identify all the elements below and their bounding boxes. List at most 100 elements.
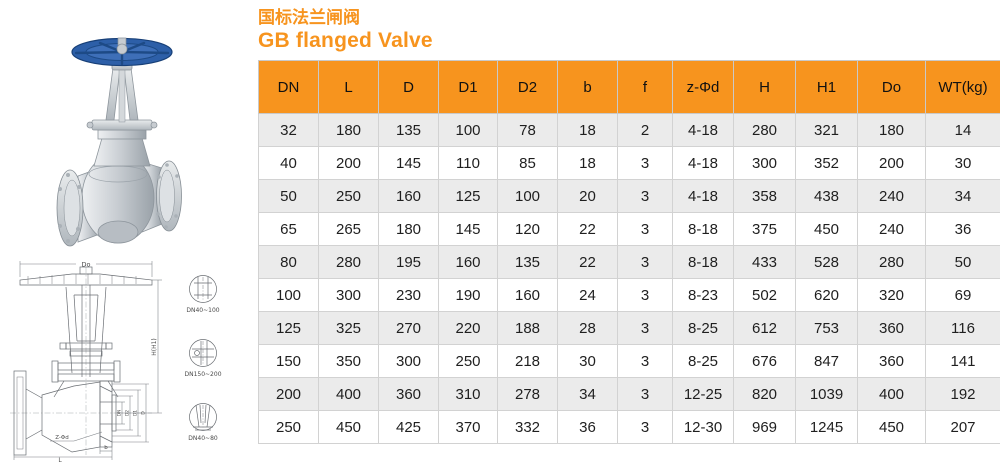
table-cell: 14	[926, 114, 1000, 147]
table-cell: 280	[319, 246, 379, 279]
table-cell: 180	[379, 213, 439, 246]
table-cell: 22	[558, 246, 618, 279]
table-header-cell: b	[558, 61, 618, 114]
table-cell: 620	[796, 279, 858, 312]
dimension-lines	[14, 261, 162, 460]
table-cell: 8-23	[673, 279, 734, 312]
table-cell: 325	[319, 312, 379, 345]
table-cell: 280	[858, 246, 926, 279]
table-cell: 528	[796, 246, 858, 279]
table-cell: 220	[439, 312, 498, 345]
dim-label-d: D	[141, 411, 147, 415]
table-header-cell: Do	[858, 61, 926, 114]
table-cell: 360	[858, 312, 926, 345]
valve-drawing-container: Do H(H1) DN D2 D1 D Z-Φd L b DN40~100 DN…	[2, 255, 252, 462]
table-cell: 141	[926, 345, 1000, 378]
table-cell: 3	[618, 279, 673, 312]
table-cell: 12-30	[673, 411, 734, 444]
dim-label-b: b	[104, 445, 108, 451]
valve-yoke	[106, 62, 138, 122]
table-cell: 125	[259, 312, 319, 345]
table-header-cell: D2	[498, 61, 558, 114]
table-cell: 4-18	[673, 114, 734, 147]
flange-left	[57, 170, 83, 246]
table-cell: 3	[618, 180, 673, 213]
table-cell: 3	[618, 411, 673, 444]
table-cell: 150	[259, 345, 319, 378]
table-cell: 360	[858, 345, 926, 378]
flange-right	[156, 161, 181, 231]
table-cell: 400	[858, 378, 926, 411]
table-cell: 265	[319, 213, 379, 246]
table-cell: 240	[858, 213, 926, 246]
page-title-english: GB flanged Valve	[258, 28, 433, 54]
table-cell: 4-18	[673, 147, 734, 180]
table-cell: 36	[926, 213, 1000, 246]
table-cell: 188	[498, 312, 558, 345]
table-cell: 8-25	[673, 312, 734, 345]
valve-body	[78, 153, 162, 243]
table-cell: 320	[858, 279, 926, 312]
table-cell: 110	[439, 147, 498, 180]
detail-circle-2	[190, 340, 217, 367]
table-cell: 332	[498, 411, 558, 444]
dimension-labels: Do H(H1) DN D2 D1 D Z-Φd L b	[55, 261, 158, 463]
table-cell: 145	[379, 147, 439, 180]
table-cell: 450	[319, 411, 379, 444]
table-cell: 300	[379, 345, 439, 378]
table-cell: 8-18	[673, 246, 734, 279]
table-cell: 135	[379, 114, 439, 147]
table-cell: 300	[734, 147, 796, 180]
table-cell: 3	[618, 345, 673, 378]
table-cell: 370	[439, 411, 498, 444]
table-cell: 100	[498, 180, 558, 213]
table-cell: 30	[926, 147, 1000, 180]
table-cell: 65	[259, 213, 319, 246]
table-cell: 145	[439, 213, 498, 246]
table-cell: 36	[558, 411, 618, 444]
table-cell: 310	[439, 378, 498, 411]
table-cell: 34	[926, 180, 1000, 213]
table-cell: 180	[319, 114, 379, 147]
table-cell: 3	[618, 213, 673, 246]
page-title-chinese: 国标法兰闸阀	[258, 8, 433, 28]
table-cell: 300	[319, 279, 379, 312]
table-cell: 22	[558, 213, 618, 246]
valve-section-outline	[14, 267, 152, 455]
dim-label-z-phi-d: Z-Φd	[55, 435, 68, 441]
valve-drawing: Do H(H1) DN D2 D1 D Z-Φd L b DN40~100 DN…	[2, 255, 252, 462]
table-header-cell: H	[734, 61, 796, 114]
table-cell: 1039	[796, 378, 858, 411]
table-header-cell: DN	[259, 61, 319, 114]
detail-label-3: DN40~80	[188, 435, 218, 442]
table-cell: 100	[259, 279, 319, 312]
table-cell: 135	[498, 246, 558, 279]
table-cell: 270	[379, 312, 439, 345]
table-header-cell: L	[319, 61, 379, 114]
table-cell: 612	[734, 312, 796, 345]
detail-label-1: DN40~100	[186, 307, 219, 314]
table-cell: 4-18	[673, 180, 734, 213]
table-cell: 676	[734, 345, 796, 378]
dim-label-l: L	[58, 457, 62, 462]
table-cell: 100	[439, 114, 498, 147]
table-cell: 180	[858, 114, 926, 147]
table-header-cell: D1	[439, 61, 498, 114]
table-cell: 34	[558, 378, 618, 411]
detail-circle-1	[190, 276, 217, 303]
table-cell: 160	[379, 180, 439, 213]
table-header-cell: H1	[796, 61, 858, 114]
table-cell: 195	[379, 246, 439, 279]
table-cell: 116	[926, 312, 1000, 345]
table-cell: 120	[498, 213, 558, 246]
valve-photo	[48, 26, 198, 250]
table-cell: 8-25	[673, 345, 734, 378]
